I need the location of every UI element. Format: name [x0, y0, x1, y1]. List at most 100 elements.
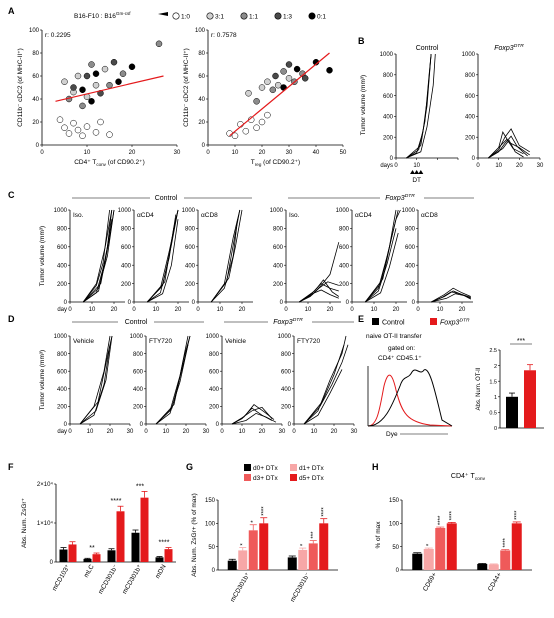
panel-a1-point	[83, 123, 91, 130]
panel-c-plot-0-series	[82, 219, 113, 303]
panel-d-plot-2-xtick-label: 20	[259, 429, 266, 435]
panel-d-plot-0-xtick-label: 20	[107, 429, 114, 435]
panel-c-plot-1-ytick-label: 1000	[118, 208, 132, 214]
panel-d-plot-2-axes: 0 200 400 600 800 1000 0 10 20 30 Vehicle	[206, 334, 286, 435]
panel-letter-d: D	[8, 314, 15, 324]
panel-g-legend-label-3: d5+ DTx	[299, 475, 324, 482]
panel-a1-ytick-label: 60	[32, 74, 39, 80]
panel-e-hist-xlabel: Dye	[386, 431, 398, 438]
panel-h-bar	[412, 553, 423, 570]
panel-e-bars-ytick-label: 2.5	[489, 348, 497, 354]
panel-d-plot-1-ytick-label: 800	[133, 352, 144, 358]
panel-g-legend-swatch-1	[290, 464, 297, 471]
panel-c-plot-5-ytick-label: 1000	[402, 208, 416, 214]
panel-a2-point	[245, 90, 252, 97]
legend-marker-3	[274, 12, 282, 20]
panel-d-plot-0-ytick-label: 800	[57, 352, 68, 358]
panel-c-plot-2-ytick-label: 800	[185, 227, 196, 233]
panel-b-plot-1-xtick-label: 20	[516, 163, 523, 169]
panel-b-ylabel: Tumor volume (mm³)	[360, 75, 367, 135]
panel-g-category: mCD301b⁺	[229, 572, 251, 604]
panel-d-plot-1-xtick-label: 0	[144, 429, 148, 435]
panel-c-group-control: Control	[155, 195, 178, 202]
panel-f-bar	[68, 544, 77, 562]
panel-c-plot-2-axes: 0 200 400 600 800 1000 0 10 20 αCD8	[182, 208, 253, 313]
panel-c-ylabel: Tumor volume (mm³)	[39, 226, 46, 286]
panel-c-plot-3-series	[298, 289, 339, 303]
panel-d-plot-1-xtick-label: 20	[183, 429, 190, 435]
panel-a1-point	[88, 61, 95, 68]
panel-a1-point	[106, 81, 113, 89]
panel-a2-point	[258, 118, 266, 126]
panel-c-plot-5-ytick-label: 800	[405, 227, 416, 233]
panel-f-significance: ****	[159, 540, 170, 547]
panel-d-plot-3-xtick-label: 10	[311, 429, 318, 435]
panel-d-plot-3-ytick-label: 800	[281, 352, 292, 358]
legend-label-0: 1:0	[181, 14, 190, 21]
panel-c-plot-0-xtick-label: 10	[89, 307, 96, 313]
panel-a2-point	[264, 111, 271, 119]
panel-b-plot-0-ytick-label: 400	[383, 115, 394, 121]
panel-f-bar	[131, 532, 140, 562]
panel-f-category: mCD103⁺	[51, 564, 72, 593]
panel-a1-point	[70, 84, 77, 91]
panel-c-plot-5-xtick-label: 20	[459, 307, 466, 313]
panel-c-plot-0-xtick-label: 0	[68, 307, 72, 313]
panel-a1-point	[65, 130, 73, 137]
panel-d-group-control: Control	[125, 319, 148, 326]
panel-c-plot-1-series	[147, 219, 179, 303]
panel-d-plot-1-series	[155, 344, 189, 425]
panel-c-plot-4-series	[364, 232, 399, 303]
panel-b-plot-0-axes: 0 200 400 600 800 1000 Control days DT 0 10	[380, 45, 459, 184]
panel-d-plot-3-ytick-label: 0	[288, 422, 292, 428]
panel-g-legend-label-1: d1+ DTx	[299, 465, 324, 472]
panel-c-plot-0-ytick-label: 200	[57, 282, 68, 288]
panel-b-plot-0-ytick-label: 600	[383, 94, 394, 100]
panel-a2-xtick-label: 10	[232, 150, 239, 156]
panel-a1-ytick-label: 80	[32, 51, 39, 57]
panel-c-plot-4-xtick-label: 20	[393, 307, 400, 313]
panel-h-category: CD44+	[487, 571, 503, 592]
panel-b-plot-1-ytick-label: 600	[465, 94, 476, 100]
panel-a1-point	[155, 40, 163, 48]
panel-b-plot-0-title: Control	[416, 45, 439, 52]
panel-e-legend-swatch-0	[372, 318, 379, 325]
panel-c-plot-1-ytick-label: 800	[121, 227, 132, 233]
panel-c-plot-4-ytick-label: 400	[339, 263, 350, 269]
panel-g-legend-swatch-0	[244, 464, 251, 471]
panel-c-plot-2-ytick-label: 1000	[182, 208, 196, 214]
panel-a2-point	[253, 98, 260, 105]
panel-c-plot-2-series	[210, 209, 241, 303]
panel-a1-point	[61, 124, 68, 131]
panel-f-category: mCD301b⁺	[121, 564, 143, 596]
panel-a1-point	[92, 81, 100, 89]
panel-b-plot-0-ytick-label: 200	[383, 135, 394, 141]
panel-h-bar	[477, 563, 488, 570]
panel-e-legend-label-1-main: Foxp3	[440, 320, 460, 327]
panel-c-plot-1-series	[146, 214, 177, 303]
panel-a2-fit-line	[229, 52, 330, 137]
panel-d-plot-2-ytick-label: 0	[216, 422, 220, 428]
panel-a1-point	[83, 72, 91, 80]
panel-g-bar	[319, 523, 329, 570]
panel-b-plot-0-ytick-label: 800	[383, 73, 394, 79]
panel-g-significance: *	[251, 520, 257, 523]
panel-c-plot-3-ytick-label: 400	[273, 263, 284, 269]
panel-e-significance: ***	[517, 338, 525, 345]
panel-a1-point	[74, 72, 82, 80]
panel-c-plot-5-ytick-label: 600	[405, 245, 416, 251]
panel-a2-ytick-label: 80	[198, 51, 205, 57]
panel-f-significance: ***	[136, 483, 144, 490]
panel-c-plot-2-xtick-label: 10	[217, 307, 224, 313]
panel-c-plot-0-ytick-label: 0	[64, 300, 68, 306]
panel-a1-ylabel: CD11b⁻ cDC2 (of MHC-II⁺)	[17, 48, 24, 127]
panel-h-title: CD4⁺ Tconv	[451, 472, 486, 482]
panel-c-plot-3-xtick-label: 20	[327, 307, 334, 313]
panel-c-plot-4-xtick-label: 10	[371, 307, 378, 313]
panel-a1-point	[92, 70, 100, 77]
panel-b-plot-1-series	[488, 139, 524, 159]
panel-b-plot-1-series	[488, 128, 530, 159]
panel-a2-xtick-label: 50	[340, 150, 347, 156]
panel-d-plot-0-xtick-label: 0	[68, 429, 72, 435]
panel-e-bar-0	[506, 396, 518, 428]
